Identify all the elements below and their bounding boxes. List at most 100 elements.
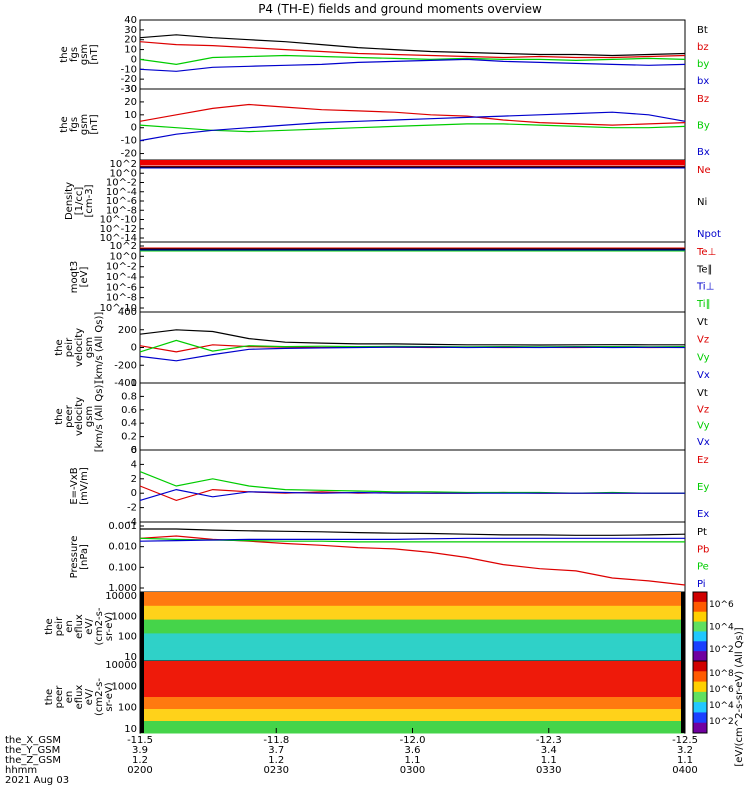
y-axis-label: the peer velocity gsm [km/s (All Qs)] — [54, 381, 105, 453]
x-tick-y: 3.2 — [677, 745, 693, 756]
y-tick-label: 100 — [118, 703, 137, 714]
y-label-line: sr-eV) — [104, 682, 115, 711]
y-tick-label: 0.2 — [121, 432, 137, 443]
y-label-line: Density — [64, 182, 75, 220]
y-tick-label: 100 — [118, 632, 137, 643]
legend-Bx: Bx — [697, 147, 710, 158]
y-tick-label: 0 — [131, 123, 137, 134]
series-line-bz — [139, 41, 686, 59]
series-line-bx — [139, 58, 686, 72]
x-tick-z: 1.2 — [132, 755, 148, 766]
colorbar-segment — [693, 651, 707, 662]
legend-Vx: Vx — [697, 370, 710, 381]
legend-Vz: Vz — [697, 404, 709, 415]
legend-Vy: Vy — [697, 352, 710, 363]
colorbar-tick-label: 10^2 — [709, 645, 734, 655]
y-tick-label: -30 — [121, 84, 137, 95]
legend-Bz: Bz — [697, 94, 709, 105]
y-tick-label: 10^-6 — [106, 196, 137, 207]
y-tick-label: 10^-2 — [106, 178, 137, 189]
legend-bz: bz — [697, 42, 709, 53]
series-line-by — [139, 54, 686, 66]
legend-By: By — [697, 121, 710, 132]
panel-peir-eflux: the peir en eflux eV/(cm2-s-sr-eV) 10000 1000 1… — [44, 591, 734, 663]
y-label-line: the — [54, 408, 65, 424]
x-tick-hhmm: 0200 — [127, 765, 152, 776]
y-label-line: peer — [54, 685, 65, 709]
y-tick-label: 0.8 — [121, 391, 137, 402]
y-label-line: peer — [64, 404, 75, 428]
legend-Npot: Npot — [697, 229, 721, 240]
legend-Ey: Ey — [697, 482, 709, 493]
series-line-Pi — [139, 537, 685, 542]
y-label-line: sr-eV) — [104, 612, 115, 641]
y-tick-label: 2 — [131, 474, 137, 485]
spectrogram-edge — [140, 592, 144, 661]
y-axis-label: the fgs gsm [nT] — [59, 114, 100, 135]
colorbar-segment — [693, 671, 707, 683]
y-label-line: [nPa] — [79, 544, 90, 570]
y-label-line: fgs — [69, 117, 80, 132]
y-tick-label: 30 — [124, 84, 137, 95]
y-label-line: gsm — [84, 406, 95, 427]
x-tick-y: 3.6 — [405, 745, 421, 756]
series-line-Vx — [139, 346, 686, 362]
y-label-line: the — [54, 339, 65, 355]
y-tick-label: 20 — [124, 35, 137, 46]
legend-bx: bx — [697, 76, 709, 87]
x-row-label: the_Y_GSM — [5, 745, 60, 756]
y-label-line: [km/s (All Qs)] — [94, 381, 105, 453]
y-tick-label: 10^2 — [110, 241, 137, 252]
y-axis-label: moqt3 [eV] — [69, 261, 90, 294]
y-label-line: moqt3 — [69, 261, 80, 294]
y-tick-label: -10 — [121, 64, 137, 75]
spectrogram-edge — [681, 661, 685, 733]
y-tick-label: 20 — [124, 97, 137, 108]
legend-Te∥: Te∥ — [696, 264, 713, 275]
colorbar-frame — [692, 660, 708, 734]
colorbar-tick-label: 10^4 — [709, 623, 734, 633]
x-tick-hhmm: 0400 — [672, 765, 697, 776]
y-tick-label: 10^-10 — [100, 215, 137, 226]
panels: the fgs gsm [nT]-30-20-10010203040Btbzbybxt… — [44, 15, 734, 735]
x-tick-hhmm: 0330 — [536, 765, 561, 776]
y-tick-label: -10 — [121, 136, 137, 147]
y-label-line: en — [64, 691, 75, 704]
y-tick-label: -4 — [127, 517, 137, 528]
legend-Ti⊥: Ti⊥ — [696, 282, 714, 293]
legend-Ex: Ex — [697, 509, 709, 520]
legend-Ni: Ni — [697, 197, 707, 208]
y-tick-label: 30 — [124, 25, 137, 36]
density-top-band — [140, 160, 685, 165]
y-tick-label: 10^-6 — [106, 282, 137, 293]
x-tick-y: 3.9 — [132, 745, 148, 756]
y-tick-label: 10^0 — [110, 251, 137, 262]
y-label-line: [mV/m] — [79, 467, 90, 505]
series-line-Bx — [139, 111, 686, 142]
legend-Ne: Ne — [697, 165, 711, 176]
y-label-line: velocity — [74, 397, 85, 436]
x-tick-y: 3.4 — [541, 745, 557, 756]
y-tick-label: 0.4 — [121, 418, 137, 429]
y-label-line: eflux — [74, 685, 85, 710]
y-tick-label: 1000 — [112, 681, 137, 692]
spectrogram-band — [141, 697, 684, 710]
y-tick-label: 0.100 — [108, 562, 137, 573]
legend-Bt: Bt — [697, 25, 708, 36]
colorbar-tick-label: 10^2 — [709, 717, 734, 727]
legend-Te⊥: Te⊥ — [696, 247, 716, 258]
y-label-line: peir — [54, 616, 65, 636]
series-line-Bt — [139, 34, 686, 57]
y-tick-label: 0.6 — [121, 405, 137, 416]
legend-Pi: Pi — [697, 579, 706, 590]
spectrogram-band — [141, 685, 684, 698]
x-tick-z: 1.1 — [405, 755, 421, 766]
y-tick-label: -20 — [121, 149, 137, 160]
y-label-line: the — [44, 689, 55, 705]
x-row-label: 2021 Aug 03 — [5, 775, 69, 786]
y-label-line: gsm — [79, 114, 90, 135]
y-tick-label: 4 — [131, 459, 137, 470]
colorbar-tick-label: 10^6 — [709, 600, 734, 610]
